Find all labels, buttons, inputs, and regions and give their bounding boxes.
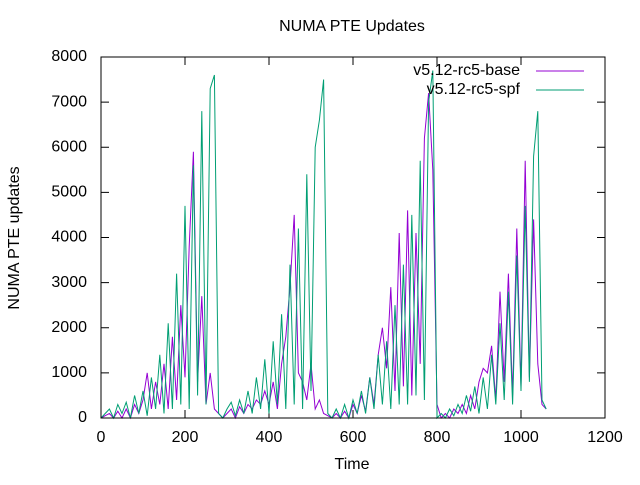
y-tick-label: 3000 (51, 274, 87, 291)
x-tick-label: 400 (256, 429, 283, 446)
x-tick-label: 200 (172, 429, 199, 446)
y-axis-label: NUMA PTE updates (6, 166, 23, 309)
x-tick-label: 1000 (503, 429, 539, 446)
x-tick-label: 800 (424, 429, 451, 446)
legend-label: v5.12-rc5-spf (427, 81, 521, 98)
y-tick-label: 8000 (51, 48, 87, 65)
x-axis-label: Time (335, 456, 370, 473)
y-tick-label: 6000 (51, 138, 87, 155)
y-tick-label: 5000 (51, 184, 87, 201)
y-tick-label: 7000 (51, 93, 87, 110)
y-tick-label: 4000 (51, 229, 87, 246)
x-tick-label: 0 (97, 429, 106, 446)
series-line (100, 93, 547, 420)
x-tick-label: 600 (340, 429, 367, 446)
y-tick-label: 2000 (51, 319, 87, 336)
chart-title: NUMA PTE Updates (279, 18, 425, 35)
legend-label: v5.12-rc5-base (413, 62, 520, 79)
series-line (100, 70, 547, 420)
x-tick-label: 1200 (587, 429, 623, 446)
plot-border (100, 56, 606, 419)
y-tick-label: 0 (78, 409, 87, 426)
y-tick-label: 1000 (51, 364, 87, 381)
